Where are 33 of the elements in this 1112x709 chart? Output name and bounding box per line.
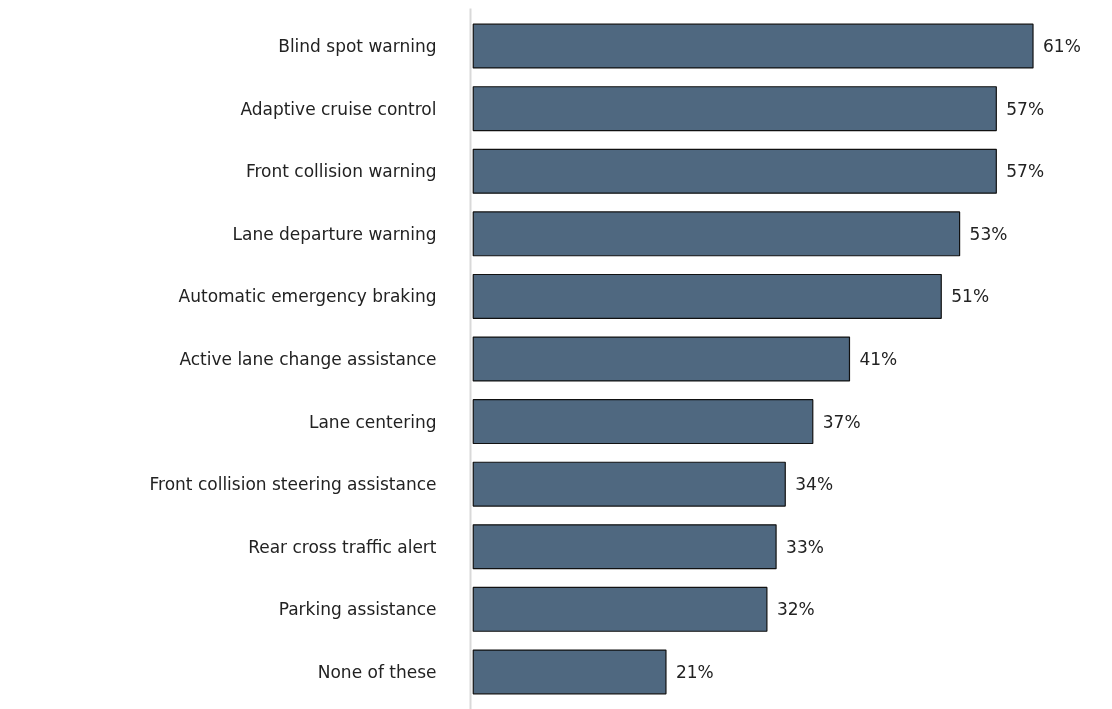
y-tick-label: Active lane change assistance: [179, 349, 437, 369]
bar: [472, 524, 777, 570]
bar: [472, 461, 786, 507]
data-label: 57%: [1006, 161, 1045, 182]
y-tick-label: Automatic emergency braking: [178, 286, 437, 307]
data-label: 32%: [776, 599, 815, 620]
data-label: 21%: [675, 661, 714, 682]
bar: [472, 86, 997, 132]
bar: [472, 23, 1034, 69]
y-tick-label: Front collision steering assistance: [149, 474, 437, 495]
y-tick-label: Front collision warning: [245, 161, 437, 182]
y-tick-label: Blind spot warning: [278, 36, 437, 57]
bar: [472, 586, 768, 632]
data-label: 34%: [795, 474, 834, 495]
bar: [472, 649, 667, 695]
bar: [472, 336, 851, 382]
y-tick-label: Parking assistance: [278, 599, 437, 620]
data-label: 61%: [1043, 36, 1081, 57]
data-label: 41%: [859, 349, 898, 369]
data-label: 53%: [969, 223, 1008, 244]
y-tick-label: Adaptive cruise control: [240, 98, 437, 119]
y-tick-label: None of these: [317, 661, 437, 682]
data-label: 51%: [951, 286, 990, 307]
y-tick-label: Lane departure warning: [232, 223, 437, 244]
bar: [472, 273, 942, 319]
data-label: 37%: [822, 411, 861, 432]
bar: [472, 211, 961, 257]
y-tick-label: Lane centering: [308, 411, 437, 432]
data-label: 33%: [786, 536, 824, 557]
y-tick-label: Rear cross traffic alert: [248, 536, 437, 557]
bar: [472, 148, 997, 194]
data-label: 57%: [1006, 98, 1045, 119]
bar: [472, 399, 814, 445]
